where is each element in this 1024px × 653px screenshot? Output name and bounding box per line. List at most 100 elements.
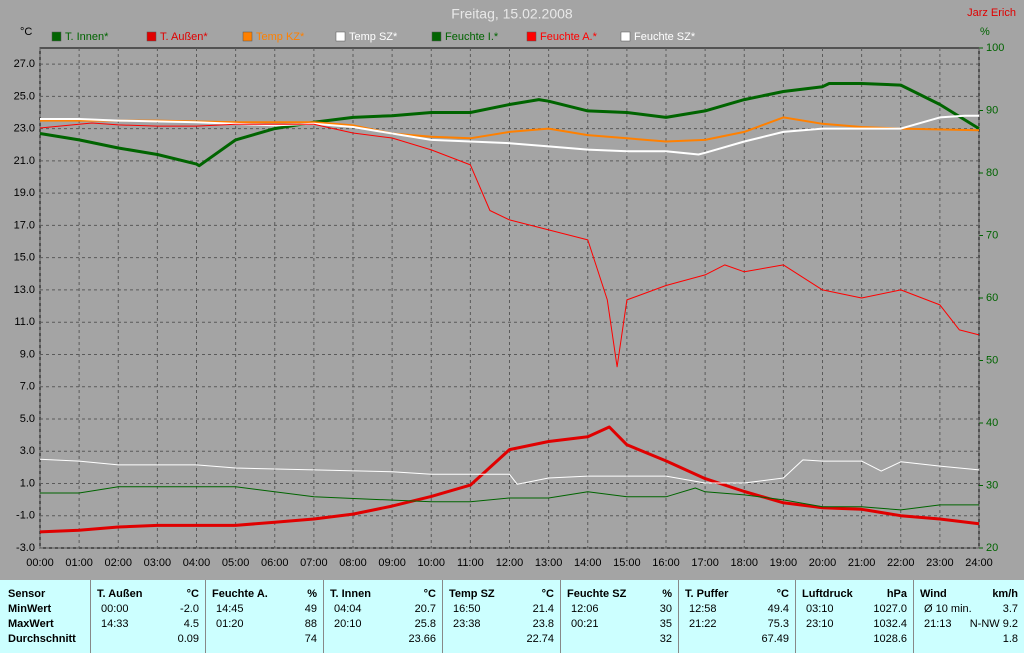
stats-table: Sensor MinWert MaxWert Durchschnitt T. Außen… — [0, 580, 1024, 653]
max-value: 35 — [659, 618, 672, 630]
legend-label: T. Innen* — [65, 31, 109, 43]
avg-value: 67.49 — [761, 633, 789, 645]
legend-label: T. Außen* — [160, 31, 208, 43]
max-value: 25.8 — [414, 618, 436, 630]
row-label: Sensor — [8, 588, 46, 600]
min-value: 1027.0 — [873, 603, 907, 615]
y-tick-label: 25.0 — [14, 90, 35, 102]
max-time: 00:21 — [571, 618, 599, 630]
column-unit: km/h — [992, 588, 1018, 600]
legend-swatch — [335, 31, 346, 42]
data-line — [39, 122, 980, 368]
max-value: 75.3 — [767, 618, 789, 630]
y-tick-label: -1.0 — [16, 510, 35, 522]
row-label: Durchschnitt — [8, 633, 76, 645]
legend-swatch — [51, 31, 62, 42]
stats-column: Feuchte A.% 14:45 49 01:20 88 74 — [205, 580, 323, 653]
x-tick-label: 21:00 — [848, 557, 876, 569]
max-value: 1032.4 — [873, 618, 907, 630]
column-unit: hPa — [886, 588, 907, 600]
x-tick-label: 00:00 — [26, 557, 54, 569]
x-tick-label: 08:00 — [339, 557, 367, 569]
min-value: 49.4 — [767, 603, 789, 615]
min-value: 49 — [304, 603, 317, 615]
max-value: 88 — [304, 618, 317, 630]
y2-tick-label: 40 — [986, 417, 998, 429]
y-tick-label: 15.0 — [14, 252, 35, 264]
data-line — [39, 458, 980, 485]
min-value: 3.7 — [1002, 603, 1018, 615]
min-time: 03:10 — [806, 603, 834, 615]
avg-value: 32 — [659, 633, 672, 645]
min-value: 30 — [659, 603, 672, 615]
x-tick-label: 23:00 — [926, 557, 954, 569]
y2-tick-label: 70 — [986, 229, 998, 241]
x-tick-label: 03:00 — [144, 557, 172, 569]
column-name: Feuchte A. — [212, 588, 268, 600]
legend-swatch — [242, 31, 253, 42]
column-name: Luftdruck — [802, 588, 853, 600]
author: Jarz Erich — [967, 7, 1016, 19]
stats-column: T. Puffer °C 12:58 49.4 21:22 75.3 67.49 — [678, 580, 795, 653]
max-value: 23.8 — [532, 618, 554, 630]
stats-column: T. Außen °C 00:00 -2.0 14:33 4.5 0.09 — [90, 580, 205, 653]
max-time: 20:10 — [334, 618, 362, 630]
y-tick-label: 7.0 — [20, 381, 35, 393]
row-label: MinWert — [8, 603, 52, 615]
y2-unit: % — [980, 26, 990, 38]
y2-tick-label: 50 — [986, 354, 998, 366]
chart-title: Freitag, 15.02.2008 — [451, 6, 573, 22]
legend-swatch — [146, 31, 157, 42]
max-time: 14:33 — [101, 618, 129, 630]
min-value: 20.7 — [414, 603, 436, 615]
y-tick-label: 9.0 — [20, 348, 35, 360]
legend-label: Feuchte A.* — [540, 31, 598, 43]
max-time: 23:38 — [453, 618, 481, 630]
x-tick-label: 18:00 — [730, 557, 758, 569]
x-tick-label: 11:00 — [457, 557, 484, 569]
x-tick-label: 22:00 — [887, 557, 915, 569]
column-unit: °C — [186, 588, 199, 600]
x-tick-label: 01:00 — [65, 557, 93, 569]
legend-swatch — [431, 31, 442, 42]
y-tick-label: 11.0 — [14, 316, 35, 328]
x-tick-label: 02:00 — [104, 557, 132, 569]
chart: Freitag, 15.02.2008 Jarz Erich °C % -3.0… — [14, 6, 1016, 569]
data-line — [40, 486, 979, 511]
legend-label: Temp SZ* — [349, 31, 398, 43]
y2-tick-label: 80 — [986, 167, 998, 179]
y2-tick-label: 60 — [986, 292, 998, 304]
avg-value: 22.74 — [526, 633, 554, 645]
min-time: 00:00 — [101, 603, 129, 615]
y-tick-label: 3.0 — [20, 445, 35, 457]
column-name: T. Außen — [97, 588, 143, 600]
x-tick-label: 19:00 — [770, 557, 798, 569]
min-time: 04:04 — [334, 603, 362, 615]
legend-label: Feuchte SZ* — [634, 31, 696, 43]
column-unit: °C — [776, 588, 789, 600]
max-value: N-NW 9.2 — [969, 618, 1018, 630]
max-time: 21:22 — [689, 618, 717, 630]
y2-tick-label: 20 — [986, 542, 998, 554]
x-tick-label: 24:00 — [965, 557, 993, 569]
x-tick-label: 15:00 — [613, 557, 641, 569]
column-name: Wind — [920, 588, 947, 600]
x-tick-label: 10:00 — [417, 557, 445, 569]
stats-column: Luftdruck hPa 03:10 1027.0 23:10 1032.4 1028.6 — [795, 580, 913, 653]
min-time: 16:50 — [453, 603, 481, 615]
y-tick-label: 27.0 — [14, 58, 35, 70]
min-time: 12:06 — [571, 603, 599, 615]
min-time: Ø 10 min. — [924, 603, 972, 615]
x-tick-label: 05:00 — [222, 557, 250, 569]
x-tick-label: 04:00 — [183, 557, 211, 569]
y-tick-label: 19.0 — [14, 187, 35, 199]
column-unit: % — [307, 588, 317, 600]
column-name: T. Puffer — [685, 588, 729, 600]
min-time: 14:45 — [216, 603, 244, 615]
y-tick-label: -3.0 — [16, 542, 35, 554]
column-unit: % — [662, 588, 672, 600]
column-name: T. Innen — [330, 588, 371, 600]
data-line — [39, 425, 980, 534]
max-time: 21:13 — [924, 618, 952, 630]
